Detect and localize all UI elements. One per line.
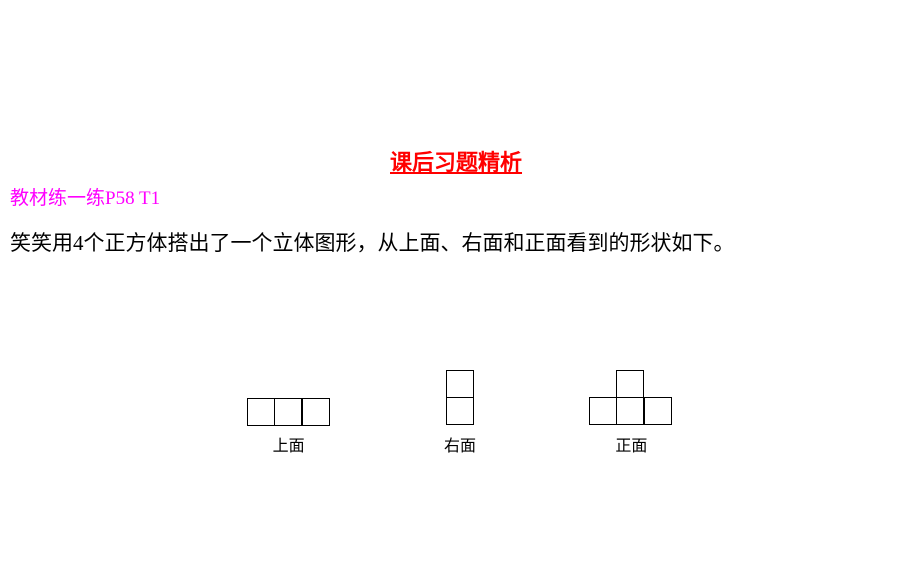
cell-filled [446, 370, 474, 398]
cell-filled [616, 397, 644, 425]
cube-view [589, 370, 673, 426]
cell-filled [247, 398, 275, 426]
cell-filled [589, 397, 617, 425]
figure-group: 右面 [444, 370, 476, 456]
section-title: 课后习题精析 [390, 145, 522, 177]
cell-empty [589, 370, 617, 398]
figure-label: 右面 [444, 432, 476, 456]
problem-reference: 教材练一练P58 T1 [10, 183, 160, 210]
figure-group: 上面 [247, 398, 331, 456]
problem-text: 笑笑用4个正方体搭出了一个立体图形，从上面、右面和正面看到的形状如下。 [10, 218, 790, 268]
cell-filled [644, 397, 672, 425]
figure-label: 正面 [615, 432, 647, 456]
cell-filled [302, 398, 330, 426]
cube-view [247, 398, 331, 426]
figure-group: 正面 [589, 370, 673, 456]
cell-filled [616, 370, 644, 398]
figure-label: 上面 [273, 432, 305, 456]
cell-empty [644, 370, 672, 398]
cube-view [446, 370, 474, 426]
figure-area: 上面 右面 正面 [190, 370, 730, 456]
cell-filled [274, 398, 302, 426]
cell-filled [446, 397, 474, 425]
